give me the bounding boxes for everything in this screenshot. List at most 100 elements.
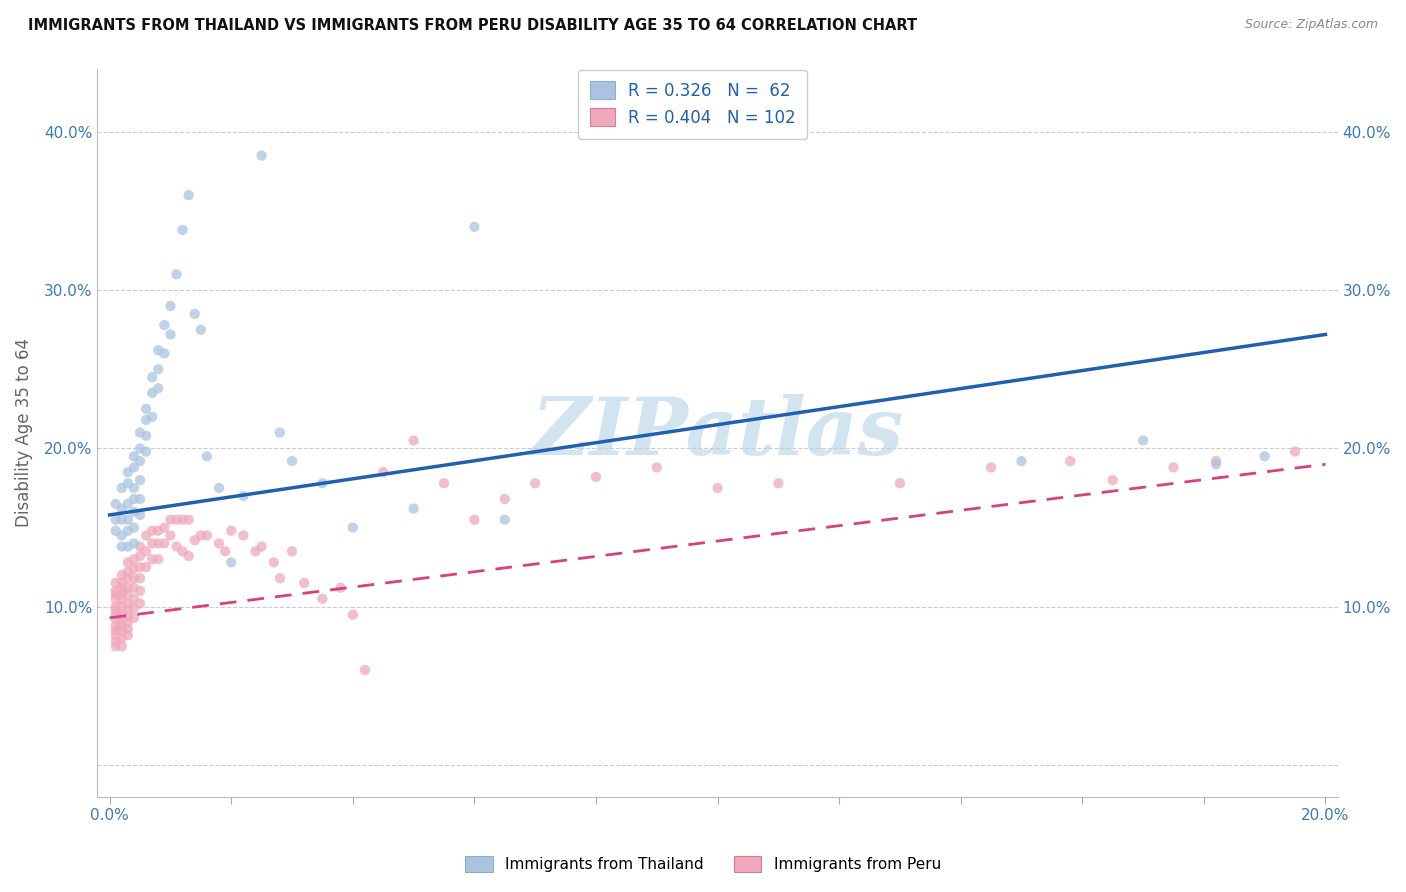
- Point: [111, 568, 134, 582]
- Point: [172, 223, 194, 237]
- Point: [129, 454, 152, 468]
- Point: [122, 591, 145, 606]
- Point: [269, 425, 291, 440]
- Point: [141, 386, 163, 401]
- Point: [1284, 444, 1306, 458]
- Point: [129, 508, 152, 522]
- Point: [141, 536, 163, 550]
- Point: [129, 492, 152, 507]
- Point: [104, 612, 127, 626]
- Point: [117, 609, 139, 624]
- Point: [135, 401, 157, 416]
- Point: [148, 381, 170, 395]
- Point: [122, 581, 145, 595]
- Point: [281, 544, 304, 558]
- Point: [245, 544, 267, 558]
- Point: [111, 612, 134, 626]
- Point: [184, 307, 207, 321]
- Point: [1101, 473, 1123, 487]
- Point: [104, 591, 127, 606]
- Point: [111, 640, 134, 654]
- Point: [135, 560, 157, 574]
- Point: [117, 628, 139, 642]
- Point: [117, 603, 139, 617]
- Point: [111, 540, 134, 554]
- Point: [354, 663, 377, 677]
- Point: [117, 622, 139, 636]
- Point: [122, 505, 145, 519]
- Point: [122, 450, 145, 464]
- Point: [122, 552, 145, 566]
- Point: [104, 607, 127, 622]
- Point: [141, 370, 163, 384]
- Point: [117, 476, 139, 491]
- Text: IMMIGRANTS FROM THAILAND VS IMMIGRANTS FROM PERU DISABILITY AGE 35 TO 64 CORRELA: IMMIGRANTS FROM THAILAND VS IMMIGRANTS F…: [28, 18, 917, 33]
- Point: [494, 492, 516, 507]
- Point: [153, 536, 176, 550]
- Point: [117, 540, 139, 554]
- Point: [117, 465, 139, 479]
- Point: [232, 489, 254, 503]
- Point: [117, 581, 139, 595]
- Point: [111, 501, 134, 516]
- Point: [141, 409, 163, 424]
- Legend: R = 0.326   N =  62, R = 0.404   N = 102: R = 0.326 N = 62, R = 0.404 N = 102: [578, 70, 807, 138]
- Point: [129, 425, 152, 440]
- Point: [111, 632, 134, 646]
- Point: [122, 460, 145, 475]
- Point: [166, 540, 188, 554]
- Point: [1059, 454, 1081, 468]
- Point: [129, 583, 152, 598]
- Point: [159, 327, 181, 342]
- Point: [250, 540, 273, 554]
- Point: [153, 520, 176, 534]
- Point: [117, 513, 139, 527]
- Point: [111, 528, 134, 542]
- Point: [269, 571, 291, 585]
- Point: [111, 591, 134, 606]
- Point: [148, 536, 170, 550]
- Point: [135, 544, 157, 558]
- Point: [129, 560, 152, 574]
- Point: [104, 513, 127, 527]
- Point: [208, 481, 231, 495]
- Point: [214, 544, 236, 558]
- Point: [135, 429, 157, 443]
- Point: [219, 524, 242, 538]
- Point: [768, 476, 790, 491]
- Point: [129, 442, 152, 456]
- Point: [148, 362, 170, 376]
- Point: [122, 611, 145, 625]
- Point: [184, 533, 207, 548]
- Point: [402, 434, 425, 448]
- Point: [153, 346, 176, 360]
- Point: [153, 318, 176, 332]
- Text: ZIPatlas: ZIPatlas: [531, 394, 904, 471]
- Point: [117, 615, 139, 630]
- Point: [141, 524, 163, 538]
- Point: [980, 460, 1002, 475]
- Point: [208, 536, 231, 550]
- Point: [1253, 450, 1275, 464]
- Point: [122, 601, 145, 615]
- Point: [232, 528, 254, 542]
- Point: [104, 628, 127, 642]
- Point: [111, 513, 134, 527]
- Point: [195, 450, 218, 464]
- Point: [172, 513, 194, 527]
- Point: [122, 536, 145, 550]
- Y-axis label: Disability Age 35 to 64: Disability Age 35 to 64: [15, 338, 32, 527]
- Point: [159, 528, 181, 542]
- Point: [111, 624, 134, 638]
- Point: [172, 544, 194, 558]
- Point: [111, 607, 134, 622]
- Point: [166, 513, 188, 527]
- Point: [402, 501, 425, 516]
- Point: [117, 497, 139, 511]
- Point: [122, 481, 145, 495]
- Point: [263, 555, 285, 569]
- Point: [463, 513, 485, 527]
- Point: [342, 520, 364, 534]
- Point: [135, 444, 157, 458]
- Point: [706, 481, 728, 495]
